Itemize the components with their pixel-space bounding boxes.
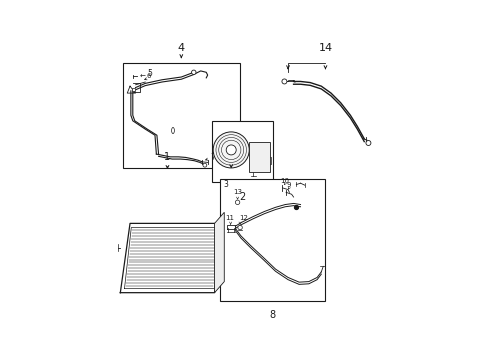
Bar (123, 63, 239, 168)
Text: 7: 7 (210, 153, 215, 162)
Circle shape (365, 140, 370, 145)
Text: 10: 10 (280, 178, 288, 184)
Text: 9: 9 (286, 182, 290, 188)
Circle shape (203, 163, 206, 167)
Bar (249, 141, 269, 172)
Text: 2: 2 (239, 192, 245, 202)
Text: 12: 12 (239, 215, 247, 221)
Text: 11: 11 (225, 215, 234, 221)
Circle shape (235, 200, 239, 204)
Circle shape (213, 132, 249, 168)
Bar (211, 121, 272, 182)
Text: 14: 14 (318, 43, 332, 53)
Ellipse shape (171, 127, 174, 134)
Text: 1: 1 (164, 152, 170, 162)
Circle shape (191, 70, 196, 75)
Circle shape (282, 79, 286, 84)
Text: 3: 3 (224, 180, 228, 189)
Circle shape (237, 225, 242, 230)
Text: 4: 4 (177, 43, 184, 53)
Text: 5: 5 (147, 69, 152, 78)
Bar (132, 87, 135, 91)
Text: 13: 13 (232, 189, 241, 195)
Text: 8: 8 (269, 310, 275, 320)
Polygon shape (214, 212, 224, 293)
Bar (220, 179, 325, 301)
Text: $\leftarrow$6: $\leftarrow$6 (138, 71, 153, 80)
Circle shape (226, 145, 236, 155)
